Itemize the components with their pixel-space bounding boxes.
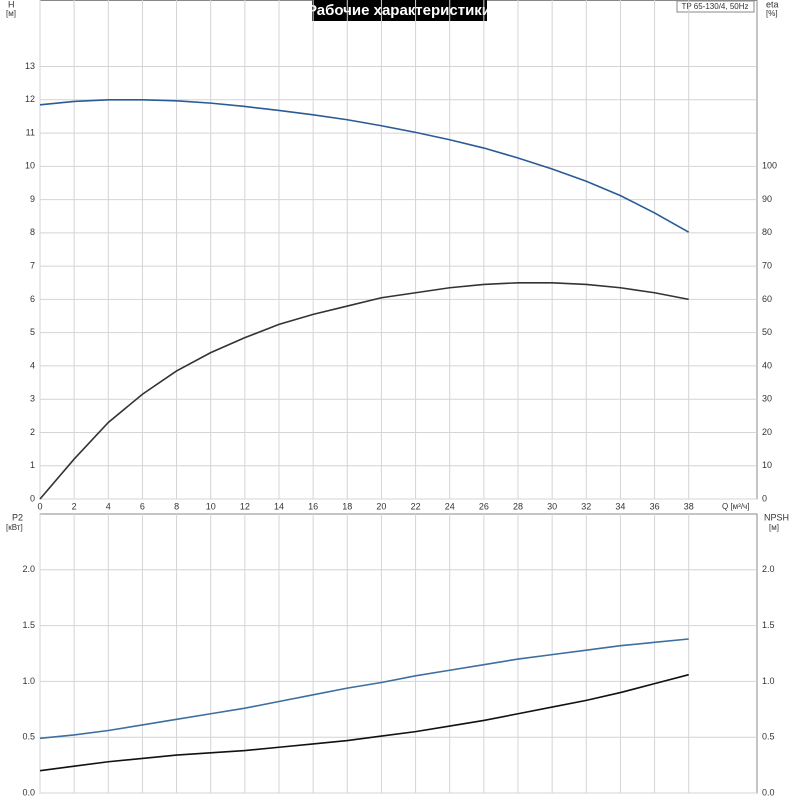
x-tick-label: 16 xyxy=(308,501,318,511)
series-line xyxy=(39,281,689,500)
x-tick-label: 20 xyxy=(376,501,386,511)
x-tick-label: 18 xyxy=(342,501,352,511)
series-line xyxy=(39,99,690,233)
y2-tick-label: 1.0 xyxy=(762,676,775,686)
x-tick-label: 14 xyxy=(274,501,284,511)
y2-label: eta xyxy=(766,0,779,9)
top-frame xyxy=(39,0,758,500)
y2-tick-label: 0.5 xyxy=(762,732,775,742)
x-tick-label: 4 xyxy=(106,501,111,511)
y-tick-label: 0 xyxy=(30,493,35,503)
y-tick-label: 3 xyxy=(30,394,35,404)
y-tick-label: 6 xyxy=(30,294,35,304)
y2-tick-label: 20 xyxy=(762,427,772,437)
x-label: Q [м³/ч] xyxy=(722,502,749,511)
series-line xyxy=(39,638,689,740)
y2-tick-label: 50 xyxy=(762,327,772,337)
x-tick-label: 8 xyxy=(174,501,179,511)
chart-title: Рабочие характеристики xyxy=(307,2,491,19)
bottom-frame xyxy=(39,513,758,794)
annotation: TP 65-130/4, 50Hz xyxy=(681,2,748,11)
y-tick-label: 5 xyxy=(30,327,35,337)
x-tick-label: 30 xyxy=(547,501,557,511)
series-line xyxy=(39,673,689,772)
x-tick-label: 0 xyxy=(37,501,42,511)
x-tick-label: 6 xyxy=(140,501,145,511)
y-unit: [м] xyxy=(6,9,16,18)
x-tick-label: 24 xyxy=(445,501,455,511)
x-tick-label: 38 xyxy=(684,501,694,511)
y-tick-label: 2.0 xyxy=(22,564,35,574)
y-tick-label: 11 xyxy=(26,127,35,137)
x-tick-label: 28 xyxy=(513,501,523,511)
y2-unit: [%] xyxy=(766,9,778,18)
y2-tick-label: 2.0 xyxy=(762,564,775,574)
x-tick-label: 12 xyxy=(240,501,250,511)
y2-tick-label: 10 xyxy=(762,460,772,470)
y2-tick-label: 40 xyxy=(762,360,772,370)
y-label: H xyxy=(8,0,15,9)
y-tick-label: 0.0 xyxy=(22,787,35,797)
x-tick-label: 2 xyxy=(72,501,77,511)
y-tick-label: 12 xyxy=(25,94,35,104)
y-tick-label: 13 xyxy=(25,61,35,71)
y-tick-label: 10 xyxy=(25,161,35,171)
title-box xyxy=(312,0,487,21)
x-tick-label: 32 xyxy=(581,501,591,511)
y-tick-label: 1 xyxy=(30,460,35,470)
y2-tick-label: 70 xyxy=(762,261,772,271)
y-label: P2 xyxy=(12,512,23,522)
y2-tick-label: 90 xyxy=(762,194,772,204)
annotation-box xyxy=(676,0,755,13)
y-tick-label: 7 xyxy=(30,261,35,271)
y2-tick-label: 0 xyxy=(762,493,767,503)
y-tick-label: 1.0 xyxy=(22,676,35,686)
y-unit: [кВт] xyxy=(6,523,23,532)
y-tick-label: 9 xyxy=(30,194,35,204)
x-tick-label: 10 xyxy=(206,501,216,511)
x-tick-label: 34 xyxy=(615,501,625,511)
y-tick-label: 0.5 xyxy=(22,732,35,742)
x-tick-label: 26 xyxy=(479,501,489,511)
y-tick-label: 1.5 xyxy=(22,620,35,630)
y2-tick-label: 80 xyxy=(762,227,772,237)
y2-tick-label: 0.0 xyxy=(762,787,775,797)
y2-tick-label: 1.5 xyxy=(762,620,775,630)
y-tick-label: 2 xyxy=(30,427,35,437)
y2-unit: [м] xyxy=(769,523,779,532)
x-tick-label: 36 xyxy=(650,501,660,511)
y2-label: NPSH xyxy=(764,512,789,522)
x-tick-label: 22 xyxy=(411,501,421,511)
y2-tick-label: 30 xyxy=(762,394,772,404)
y2-tick-label: 60 xyxy=(762,294,772,304)
y-tick-label: 4 xyxy=(30,360,35,370)
y-tick-label: 8 xyxy=(30,227,35,237)
y2-tick-label: 100 xyxy=(762,161,777,171)
